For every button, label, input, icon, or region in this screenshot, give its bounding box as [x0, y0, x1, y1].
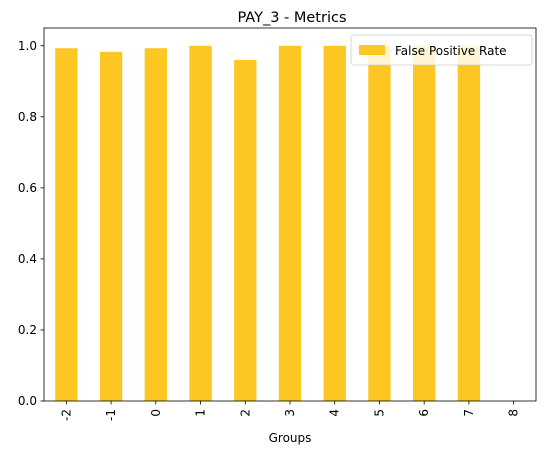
x-axis-label: Groups — [269, 431, 312, 445]
legend-label: False Positive Rate — [395, 44, 507, 58]
bar-4 — [323, 45, 346, 402]
y-tick-label: 0.4 — [18, 252, 37, 266]
bar--1 — [99, 51, 123, 401]
x-tick-label: -2 — [59, 409, 73, 421]
bars-group — [55, 45, 481, 402]
legend-swatch — [359, 45, 385, 55]
x-tick-label: 4 — [328, 409, 342, 417]
bar-6 — [413, 45, 436, 402]
bar-5 — [368, 45, 391, 402]
chart-title: PAY_3 - Metrics — [237, 10, 346, 26]
x-axis-ticks: -2 -1 0 1 2 3 4 5 6 7 8 — [59, 401, 521, 421]
x-tick-label: 8 — [507, 409, 521, 417]
y-tick-label: 0.6 — [18, 181, 37, 195]
bar-1 — [189, 45, 212, 402]
y-tick-label: 1.0 — [18, 39, 37, 53]
y-tick-label: 0.0 — [18, 394, 37, 408]
y-tick-label: 0.8 — [18, 110, 37, 124]
x-tick-label: 6 — [417, 409, 431, 417]
x-tick-label: 1 — [194, 409, 208, 417]
x-tick-label: -1 — [104, 409, 118, 421]
x-tick-label: 7 — [462, 409, 476, 417]
plot-frame — [43, 27, 537, 402]
bar-7 — [457, 45, 481, 402]
x-tick-label: 5 — [372, 409, 386, 417]
legend-box — [350, 34, 533, 66]
x-tick-label: 0 — [149, 409, 163, 417]
x-tick-label: 3 — [283, 409, 297, 417]
legend: False Positive Rate — [350, 34, 533, 66]
bar-3 — [278, 45, 302, 402]
y-axis-ticks: 0.0 0.2 0.4 0.6 0.8 1.0 — [18, 39, 44, 408]
bar--2 — [55, 48, 78, 402]
y-tick-label: 0.2 — [18, 323, 37, 337]
bar-2 — [234, 59, 257, 401]
bar-0 — [144, 48, 167, 402]
x-tick-label: 2 — [238, 409, 252, 417]
